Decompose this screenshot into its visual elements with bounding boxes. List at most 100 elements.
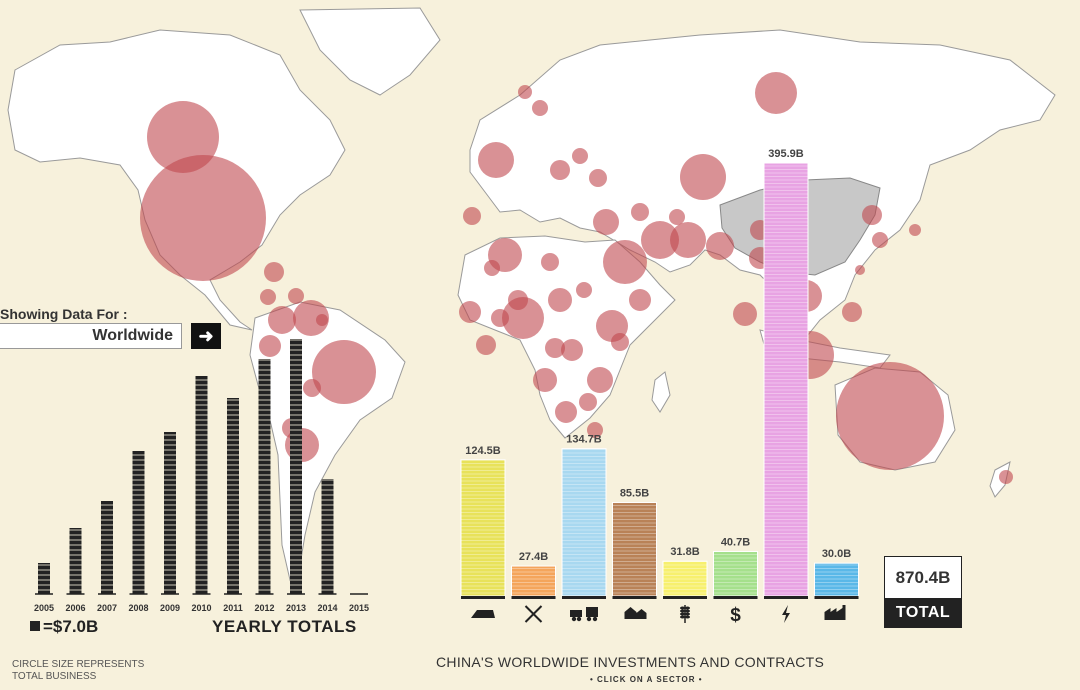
bubble-canada[interactable] <box>147 101 219 173</box>
bubble-small[interactable] <box>572 148 588 164</box>
sector-bar-2[interactable]: 27.4B <box>511 551 556 599</box>
bubble-small[interactable] <box>476 335 496 355</box>
bubble-small[interactable] <box>484 260 500 276</box>
bubble-small[interactable] <box>999 470 1013 484</box>
yearly-totals-chart: 2005 2006 2007 2008 2009 2010 2011 2012 2013 2014… <box>34 339 369 613</box>
sector-bar-chart: 124.5B 27.4B 134.7B 85.5B 31.8B 40.7B $395.9B 3… <box>460 148 859 626</box>
year-bar-2007[interactable] <box>101 501 113 594</box>
year-bar-2009[interactable] <box>164 432 176 594</box>
bubble-small[interactable] <box>603 240 647 284</box>
arrow-right-icon[interactable]: ➜ <box>191 323 221 349</box>
sector-bar-fill <box>763 162 809 597</box>
bubble-small[interactable] <box>541 253 559 271</box>
bubble-small[interactable] <box>587 422 603 438</box>
energy-icon[interactable] <box>782 605 790 623</box>
sector-bar-4[interactable]: 85.5B <box>612 487 657 599</box>
bubble-small[interactable] <box>508 290 528 310</box>
bubble-small[interactable] <box>288 288 304 304</box>
sector-bar-fill <box>561 448 607 597</box>
bubble-small[interactable] <box>589 169 607 187</box>
year-bar-fill <box>258 359 271 594</box>
year-tick-label: 2005 <box>34 603 54 613</box>
bubble-small[interactable] <box>303 379 321 397</box>
bubble-iran[interactable] <box>641 221 679 259</box>
bubble-brazil[interactable] <box>312 340 376 404</box>
bubble-small[interactable] <box>862 205 882 225</box>
bubble-small[interactable] <box>733 302 757 326</box>
total-value: 870.4B <box>884 556 962 598</box>
bubble-small[interactable] <box>706 232 734 260</box>
bubble-small[interactable] <box>842 302 862 322</box>
bubble-small[interactable] <box>518 85 532 99</box>
bubble-small[interactable] <box>561 339 583 361</box>
bubble-small[interactable] <box>259 335 281 357</box>
bubble-small[interactable] <box>491 309 509 327</box>
year-bar-2010[interactable] <box>195 376 208 594</box>
land-madagascar[interactable] <box>651 371 671 413</box>
sector-bar-8[interactable]: 30.0B <box>814 548 859 599</box>
year-bar-2006[interactable] <box>69 528 82 594</box>
bubble-small[interactable] <box>478 142 514 178</box>
year-bar-2011[interactable] <box>227 398 239 594</box>
finance-icon[interactable]: $ <box>730 605 741 626</box>
sector-value-label: 134.7B <box>566 434 602 446</box>
sector-bar-7[interactable]: 395.9B <box>763 148 809 599</box>
bubble-small[interactable] <box>670 222 706 258</box>
bubble-australia[interactable] <box>836 362 944 470</box>
bubble-small[interactable] <box>669 209 685 225</box>
agriculture-icon[interactable] <box>680 605 690 623</box>
year-bar-fill <box>290 339 302 594</box>
year-bar-2005[interactable] <box>38 563 50 594</box>
sector-value-label: 40.7B <box>721 536 750 548</box>
bubble-russia[interactable] <box>755 72 797 114</box>
bubble-small[interactable] <box>555 401 577 423</box>
bubble-small[interactable] <box>459 301 481 323</box>
sector-value-label: 31.8B <box>670 546 699 558</box>
real-estate-icon[interactable] <box>624 607 647 619</box>
year-bar-2012[interactable] <box>258 359 271 594</box>
bubble-small[interactable] <box>463 207 481 225</box>
sector-bar-base <box>764 596 808 599</box>
sector-bar-6[interactable]: 40.7B <box>713 536 758 599</box>
bubble-united-states[interactable] <box>140 155 266 281</box>
bubble-small[interactable] <box>548 288 572 312</box>
land-greenland[interactable] <box>299 7 441 96</box>
land-eurasia[interactable] <box>469 29 1056 347</box>
mining-icon[interactable] <box>524 605 543 623</box>
bubble-small[interactable] <box>909 224 921 236</box>
bubble-small[interactable] <box>593 209 619 235</box>
bubble-small[interactable] <box>872 232 888 248</box>
unit-square-icon <box>30 621 40 631</box>
bubble-small[interactable] <box>587 367 613 393</box>
bubble-small[interactable] <box>268 306 296 334</box>
year-bar-2008[interactable] <box>132 451 145 594</box>
bubble-small[interactable] <box>579 393 597 411</box>
bubble-small[interactable] <box>855 265 865 275</box>
land-africa[interactable] <box>457 235 676 439</box>
transport-icon[interactable] <box>570 607 598 622</box>
year-tick-label: 2010 <box>191 603 211 613</box>
bubble-small[interactable] <box>532 100 548 116</box>
bubble-small[interactable] <box>576 282 592 298</box>
bubble-small[interactable] <box>260 289 276 305</box>
sector-bar-1[interactable]: 124.5B <box>460 445 506 599</box>
region-select[interactable]: Worldwide <box>0 323 182 349</box>
bubble-small[interactable] <box>533 368 557 392</box>
bubble-small[interactable] <box>611 333 629 351</box>
bubble-small[interactable] <box>629 289 651 311</box>
bubble-small[interactable] <box>264 262 284 282</box>
metal-ingot-icon[interactable] <box>471 610 495 618</box>
bubble-venezuela[interactable] <box>293 300 329 336</box>
year-bar-2013[interactable] <box>290 339 302 594</box>
bubble-kazakhstan[interactable] <box>680 154 726 200</box>
bubble-small[interactable] <box>631 203 649 221</box>
chart-subtitle: • CLICK ON A SECTOR • <box>590 675 703 684</box>
sector-bar-5[interactable]: 31.8B <box>662 546 708 599</box>
total-label: TOTAL <box>884 598 962 628</box>
year-bar-2014[interactable] <box>321 479 334 594</box>
bubble-small[interactable] <box>316 314 328 326</box>
bubble-small[interactable] <box>550 160 570 180</box>
industry-icon[interactable] <box>824 605 846 620</box>
bubble-small[interactable] <box>545 338 565 358</box>
sector-bar-3[interactable]: 134.7B <box>561 434 607 599</box>
